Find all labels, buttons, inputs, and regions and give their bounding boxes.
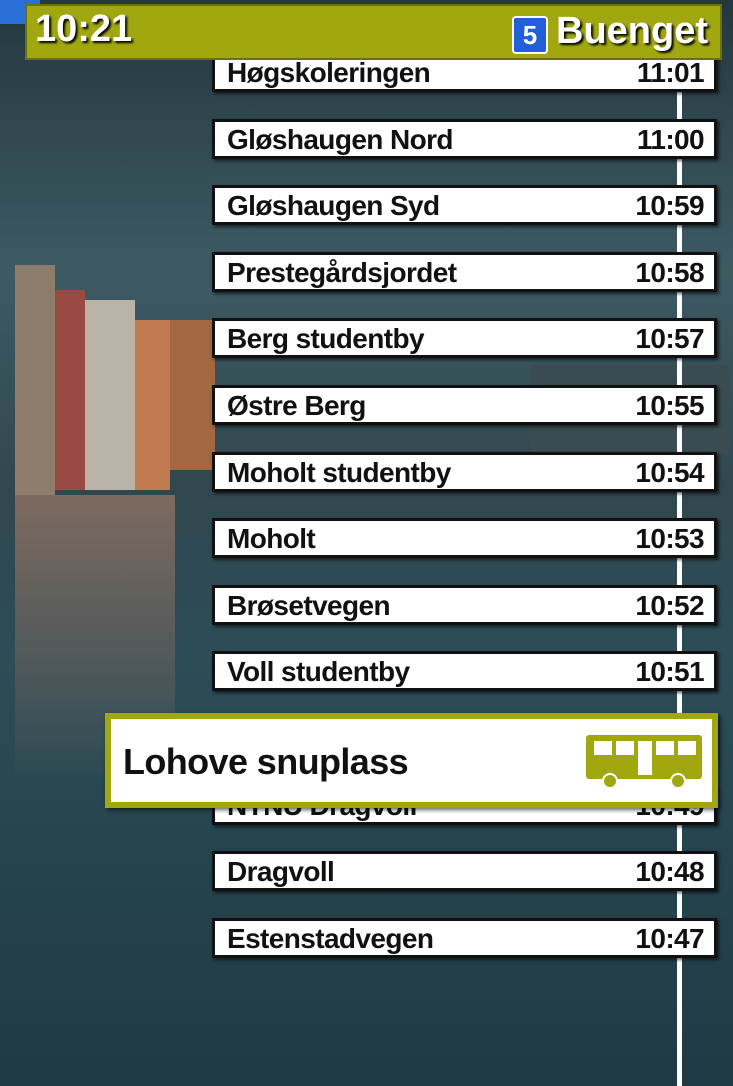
stop-name: Moholt studentby <box>227 455 451 491</box>
stop-time: 10:48 <box>635 854 704 890</box>
stop-row: Estenstadvegen 10:47 <box>212 918 717 958</box>
destination: Buenget <box>556 10 708 53</box>
stop-row: Dragvoll 10:48 <box>212 851 717 891</box>
stop-row: Østre Berg 10:55 <box>212 385 717 425</box>
stop-time: 10:57 <box>635 321 704 357</box>
building <box>55 290 85 490</box>
stop-name: Brøsetvegen <box>227 588 390 624</box>
stop-row: Gløshaugen Syd 10:59 <box>212 185 717 225</box>
stop-time: 10:53 <box>635 521 704 557</box>
stop-row: Gløshaugen Nord 11:00 <box>212 119 717 159</box>
stop-name: Gløshaugen Nord <box>227 122 453 158</box>
stop-name: Voll studentby <box>227 654 409 690</box>
stop-time: 10:52 <box>635 588 704 624</box>
stop-row: Moholt studentby 10:54 <box>212 452 717 492</box>
stop-time: 10:55 <box>635 388 704 424</box>
stop-name: Estenstadvegen <box>227 921 433 957</box>
stop-time: 10:59 <box>635 188 704 224</box>
stop-time: 10:54 <box>635 455 704 491</box>
stop-name: Berg studentby <box>227 321 424 357</box>
final-stop-name: Lohove snuplass <box>123 741 408 783</box>
clock: 10:21 <box>35 8 132 51</box>
stop-time: 11:00 <box>637 122 704 158</box>
final-stop: Lohove snuplass <box>105 713 718 808</box>
stop-name: Østre Berg <box>227 388 366 424</box>
stop-row: Prestegårdsjordet 10:58 <box>212 252 717 292</box>
stop-row: Brøsetvegen 10:52 <box>212 585 717 625</box>
building <box>135 320 170 490</box>
building <box>170 320 215 470</box>
route-badge: 5 <box>512 16 548 54</box>
stop-row: Berg studentby 10:57 <box>212 318 717 358</box>
stop-time: 10:58 <box>635 255 704 291</box>
stop-name: Moholt <box>227 521 315 557</box>
stop-time: 10:47 <box>635 921 704 957</box>
building <box>15 265 55 495</box>
header-bar: 10:21 5 Buenget <box>25 4 722 60</box>
screen: Høgskoleringen11:01Gløshaugen Nord11:00G… <box>0 0 733 1086</box>
stop-row: Moholt 10:53 <box>212 518 717 558</box>
stop-name: Prestegårdsjordet <box>227 255 456 291</box>
stop-name: Gløshaugen Syd <box>227 188 440 224</box>
bus-icon <box>584 733 704 791</box>
stop-name: Høgskoleringen <box>227 55 430 91</box>
stop-time: 11:01 <box>637 55 704 91</box>
stop-time: 10:51 <box>635 654 704 690</box>
stop-name: Dragvoll <box>227 854 334 890</box>
stop-row: Voll studentby 10:51 <box>212 651 717 691</box>
building <box>85 300 135 490</box>
